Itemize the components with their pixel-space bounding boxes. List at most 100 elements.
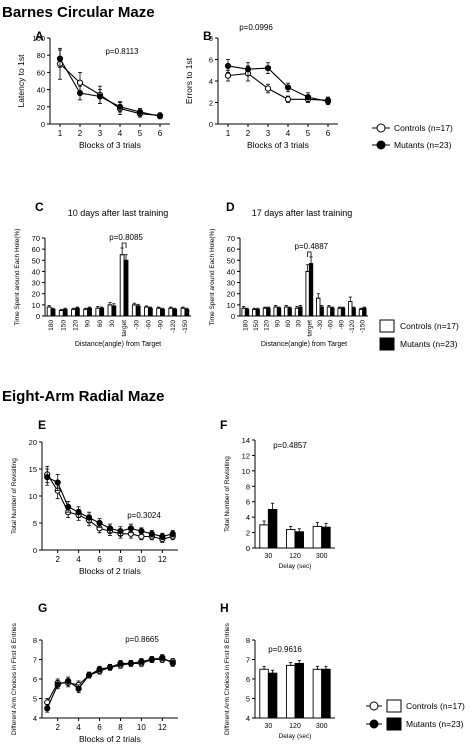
y-axis-label: Time Spent around Each Hole(%) [209, 229, 216, 326]
bar-controls [316, 297, 321, 317]
point-mutants [284, 84, 292, 91]
point-mutants [44, 705, 51, 712]
point-mutants [106, 664, 114, 671]
bar-controls [294, 307, 300, 317]
x-tick-label: 8 [118, 723, 123, 732]
x-tick-label: -90 [158, 320, 165, 330]
x-tick-label: 300 [316, 723, 328, 730]
y-axis-label: Time Spent around Each Hole(%) [14, 229, 21, 326]
legend-label: Controls (n=17) [400, 321, 459, 331]
y-tick-label: 40 [37, 86, 45, 95]
x-tick-label: -150 [182, 320, 189, 333]
bar-mutants [276, 307, 282, 317]
bar-controls [95, 307, 101, 317]
bar-mutants [340, 307, 346, 317]
panel-letter: B [203, 29, 212, 43]
bar-controls [119, 254, 125, 317]
x-axis-label: Distance(angle) from Target [261, 341, 347, 348]
point-mutants [156, 113, 164, 120]
x-tick-label: 90 [274, 320, 281, 328]
x-tick-label: -60 [145, 320, 152, 330]
point-mutants [85, 514, 93, 521]
bar-mutants [287, 307, 292, 317]
x-axis-label: Distance(angle) from Target [75, 341, 161, 348]
y-tick-label: 60 [227, 245, 235, 254]
x-tick-label: 6 [97, 555, 102, 564]
bar-mutants [172, 308, 178, 317]
x-tick-label: 6 [158, 129, 163, 138]
x-tick-label: 120 [72, 320, 79, 331]
point-mutants [96, 519, 103, 527]
point-mutants [75, 685, 82, 692]
point-mutants [138, 658, 145, 665]
x-tick-label: 3 [266, 129, 271, 138]
p-value: p=0.8665 [125, 635, 159, 644]
legend-item-controls: Controls (n=17) [366, 699, 465, 713]
legend-marker [376, 140, 386, 150]
y-tick-label: 0 [231, 312, 235, 321]
point-mutants [324, 98, 332, 105]
y-tick-label: 4 [33, 714, 37, 723]
y-tick-label: 5 [246, 695, 250, 704]
legend-swatch [386, 699, 402, 713]
point-mutants [148, 656, 155, 663]
bar-mutants [298, 306, 303, 317]
point-mutants [65, 503, 72, 510]
bar-controls [348, 301, 353, 317]
bar-controls [107, 304, 113, 317]
x-tick-label: 180 [242, 320, 249, 331]
x-tick-label: -30 [317, 320, 324, 330]
y-axis-label: Total Number of Revisiting [224, 456, 231, 532]
x-tick-label: 8 [118, 555, 123, 564]
x-tick-label: -60 [328, 320, 335, 330]
panel-e: E 0 5 10 15 20 2 4 6 8 10 12 Blocks of 2 trials p=0.3… [11, 418, 178, 576]
point-mutants [76, 89, 84, 97]
y-axis-label: Latency to 1st [16, 54, 26, 108]
bar-controls [46, 306, 52, 317]
p-value: p=0.4857 [273, 441, 307, 450]
x-tick-label: 5 [138, 129, 143, 138]
point-mutants [75, 509, 82, 516]
panel-g: G 4 5 6 7 8 2 4 6 8 10 12 Blocks of 2 trials p=0.8665… [11, 601, 178, 744]
bar-mutants [147, 307, 153, 317]
y-tick-label: 4 [246, 513, 250, 522]
panel-letter: E [38, 418, 46, 432]
point-mutants [244, 66, 252, 73]
legend-swatch [379, 319, 395, 333]
p-value: p=0.3024 [127, 511, 161, 520]
y-axis-label: Different Arm Choices in First 8 Entries [11, 622, 18, 735]
point-mutants [54, 681, 61, 688]
x-tick-label: 4 [76, 555, 81, 564]
y-tick-label: 80 [37, 51, 45, 60]
point-mutants [117, 528, 124, 535]
y-tick-label: 30 [32, 279, 40, 288]
y-tick-label: 7 [246, 656, 250, 665]
legend-label: Controls (n=17) [394, 123, 453, 133]
point-mutants [54, 479, 61, 486]
bar-controls [241, 307, 246, 317]
bar-mutants [123, 259, 129, 317]
y-tick-label: 10 [29, 492, 37, 501]
x-axis-label: Blocks of 2 trials [79, 566, 141, 576]
bar-controls [168, 307, 174, 317]
point-mutants [169, 660, 176, 667]
bar-controls [337, 307, 342, 317]
bar-controls [286, 529, 296, 549]
point-mutants [159, 533, 166, 540]
legends-layer: Controls (n=17) Mutants (n=23) Controls (n… [366, 123, 465, 731]
x-tick-label: 10 [137, 723, 146, 732]
bar-controls [305, 270, 310, 317]
legend-label: Mutants (n=23) [400, 339, 458, 349]
y-tick-label: 14 [242, 436, 250, 445]
point-mutants [169, 530, 176, 537]
point-mutants [304, 94, 312, 101]
x-tick-label: 30 [109, 320, 116, 328]
x-tick-label: target [121, 320, 128, 337]
point-mutants [96, 93, 104, 100]
bar-controls [131, 304, 137, 317]
y-tick-label: 70 [32, 234, 40, 243]
bar-mutants [99, 307, 105, 317]
bar-controls [326, 306, 332, 317]
panel-title: 10 days after last training [68, 208, 169, 218]
point-mutants [56, 55, 64, 62]
